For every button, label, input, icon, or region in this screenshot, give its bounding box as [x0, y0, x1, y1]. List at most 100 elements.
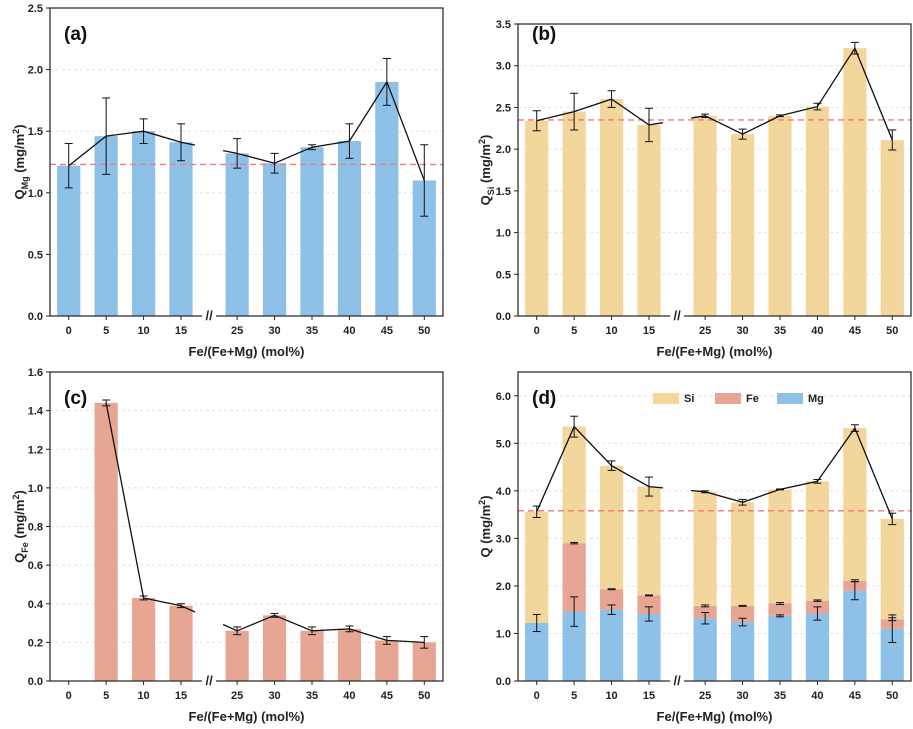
- bar-15: [169, 605, 193, 681]
- y-tick-label: 1.4: [28, 406, 44, 418]
- panel-d: // 0.0 1.0 2.0 3.0 4.0 5.0 6.0 0 5 10 15 25 30 35 40 45 5…: [477, 371, 912, 724]
- bar-0: [525, 120, 549, 316]
- y-axis-label: QFe (mg/m2): [11, 490, 30, 563]
- bar-mg-45: [843, 590, 867, 681]
- axis-break-gap: [202, 679, 217, 683]
- bar-15: [637, 124, 661, 316]
- panel-a: // 0.0 0.5 1.0 1.5 2.0 2.5 0 5 10 15 25 30 35 40 45 50 Fe…: [11, 3, 444, 359]
- bar-50: [412, 180, 436, 316]
- axis-break-mark: //: [205, 308, 213, 323]
- x-tick-label: 25: [699, 325, 711, 337]
- x-tick-label: 10: [137, 690, 149, 702]
- legend-label-mg: Mg: [808, 393, 824, 405]
- x-tick-label: 15: [643, 325, 655, 337]
- x-tick-label: 35: [774, 325, 786, 337]
- bar-25: [225, 630, 249, 681]
- bar-30: [262, 615, 287, 681]
- y-tick-label: 5.0: [496, 438, 511, 450]
- x-tick-label: 50: [418, 690, 430, 702]
- panel-label: (d): [532, 388, 556, 409]
- x-tick-label: 45: [381, 325, 393, 337]
- bar-mg-15: [637, 613, 661, 681]
- y-tick-label: 1.0: [28, 483, 43, 495]
- bar-fe-15: [637, 595, 661, 614]
- axis-break-mark: //: [205, 673, 213, 688]
- y-tick-label: 0.5: [28, 249, 43, 261]
- bar-fe-35: [768, 603, 792, 616]
- bar-35: [300, 147, 324, 316]
- x-axis-label: Fe/(Fe+Mg) (mol%): [657, 709, 773, 724]
- bar-25: [693, 115, 717, 317]
- plot-frame: [49, 7, 444, 317]
- y-tick-label: 0.0: [496, 676, 511, 688]
- x-axis-label: Fe/(Fe+Mg) (mol%): [189, 709, 305, 724]
- axis-break-mark: //: [673, 308, 681, 323]
- bar-10: [131, 131, 156, 316]
- y-tick-label: 0.0: [28, 676, 43, 688]
- bar-fe-30: [730, 605, 755, 623]
- x-tick-label: 0: [534, 325, 540, 337]
- bar-50: [880, 139, 904, 316]
- bar-35: [768, 115, 792, 317]
- legend-swatch-mg: [777, 393, 803, 404]
- bar-30: [730, 134, 755, 316]
- x-tick-label: 30: [268, 690, 280, 702]
- bar-si-0: [525, 511, 549, 624]
- x-tick-label: 30: [268, 325, 280, 337]
- y-tick-label: 0.5: [496, 269, 511, 281]
- y-tick-label: 3.5: [496, 19, 511, 31]
- x-tick-label: 40: [343, 325, 355, 337]
- y-tick-label: 1.5: [28, 126, 43, 138]
- y-tick-label: 1.0: [496, 628, 511, 640]
- x-tick-label: 40: [811, 690, 823, 702]
- bar-mg-25: [693, 618, 717, 681]
- bar-si-25: [693, 491, 717, 606]
- x-tick-label: 50: [418, 325, 430, 337]
- bar-25: [225, 153, 249, 316]
- trend-line: [691, 426, 893, 520]
- axis-break-mark: //: [673, 673, 681, 688]
- bar-si-50: [880, 518, 904, 620]
- axis-break-gap: [202, 314, 217, 318]
- y-tick-label: 0.0: [28, 311, 43, 323]
- bar-mg-35: [768, 615, 792, 681]
- legend-swatch-fe: [715, 393, 741, 404]
- bar-10: [131, 597, 156, 681]
- bar-10: [599, 99, 624, 316]
- x-tick-label: 25: [699, 690, 711, 702]
- bar-mg-0: [525, 623, 549, 681]
- x-tick-label: 50: [886, 690, 898, 702]
- x-axis-label: Fe/(Fe+Mg) (mol%): [657, 344, 773, 359]
- x-tick-label: 15: [643, 690, 655, 702]
- y-tick-label: 0.4: [28, 599, 44, 611]
- bar-35: [300, 630, 324, 681]
- bar-si-35: [768, 489, 792, 604]
- bar-si-30: [730, 502, 755, 606]
- bar-si-15: [637, 486, 661, 596]
- panel-label: (c): [64, 388, 87, 409]
- x-tick-label: 40: [343, 690, 355, 702]
- bar-mg-30: [730, 622, 755, 681]
- y-axis-label: Q (mg/m2): [477, 495, 493, 557]
- x-tick-label: 45: [381, 690, 393, 702]
- x-tick-label: 30: [736, 690, 748, 702]
- y-tick-label: 0.6: [28, 560, 43, 572]
- x-tick-label: 0: [66, 690, 72, 702]
- x-tick-label: 50: [886, 325, 898, 337]
- y-tick-label: 2.0: [496, 581, 511, 593]
- y-tick-label: 0.0: [496, 311, 511, 323]
- bar-45: [375, 81, 399, 316]
- bar-mg-40: [805, 613, 830, 681]
- bar-si-10: [599, 465, 624, 590]
- bar-5: [94, 402, 118, 681]
- x-tick-label: 10: [605, 690, 617, 702]
- y-tick-label: 2.5: [496, 102, 511, 114]
- bar-mg-5: [562, 611, 586, 681]
- bar-mg-50: [880, 628, 904, 681]
- x-tick-label: 25: [231, 690, 243, 702]
- legend-label-si: Si: [684, 393, 694, 405]
- bar-si-40: [805, 481, 830, 601]
- bar-si-5: [562, 426, 586, 544]
- bar-40: [337, 141, 362, 316]
